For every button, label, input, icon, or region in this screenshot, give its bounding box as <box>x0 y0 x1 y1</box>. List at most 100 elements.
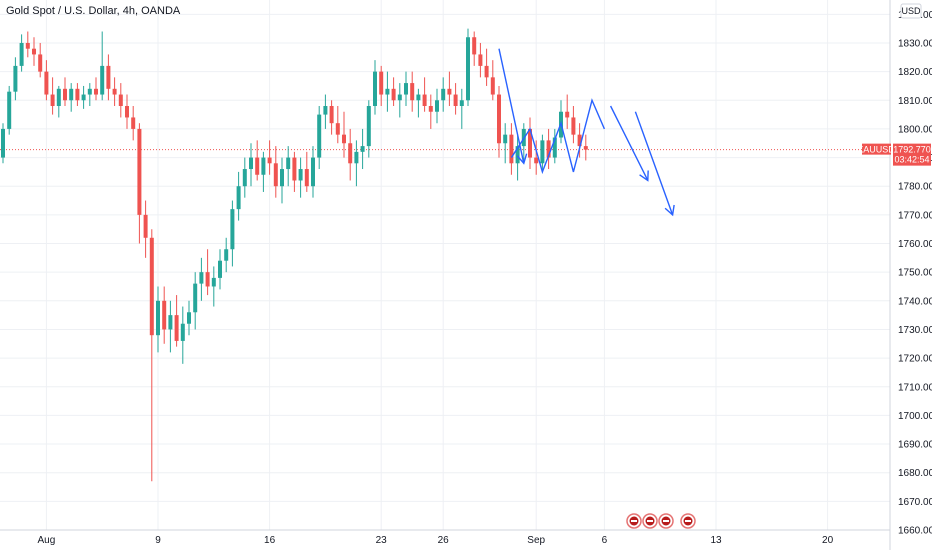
candle-body <box>50 94 55 106</box>
candles <box>1 28 588 482</box>
candle-body <box>472 37 477 55</box>
x-tick-label: 26 <box>438 535 450 546</box>
candle-body <box>125 106 129 118</box>
candle-body <box>453 94 458 106</box>
candle-body <box>335 123 340 135</box>
trend-arrowhead[interactable] <box>664 204 675 217</box>
trend-arrow[interactable] <box>634 111 674 216</box>
candle-body <box>540 140 545 164</box>
y-tick-label: 1750.000 <box>898 268 932 279</box>
candle-body <box>292 157 297 181</box>
candle-body <box>534 157 539 164</box>
candle-body <box>565 111 570 118</box>
x-tick-label: Sep <box>527 535 545 546</box>
flag-us-icon[interactable] <box>658 513 674 529</box>
flag-us-icon-stripe <box>663 520 669 522</box>
candle-body <box>255 157 260 175</box>
candle-body <box>546 140 551 158</box>
candle-body <box>354 151 359 164</box>
y-tick-label: 1720.000 <box>898 354 932 365</box>
candle-body <box>515 146 520 164</box>
candle-body <box>193 283 198 313</box>
flag-us-icon[interactable] <box>642 513 658 529</box>
flag-us-icon[interactable] <box>680 513 696 529</box>
candle-body <box>38 54 43 72</box>
grid <box>0 0 890 531</box>
candle-body <box>137 128 142 215</box>
candle-body <box>317 114 322 158</box>
candle-body <box>211 277 216 287</box>
candle-body <box>112 88 117 95</box>
candle-body <box>484 65 489 78</box>
x-tick-label: Aug <box>38 535 56 546</box>
candle-body <box>162 300 167 330</box>
candle-body <box>571 117 576 135</box>
drawings[interactable] <box>498 48 675 217</box>
candle-body <box>385 88 390 95</box>
y-tick-label: 1800.000 <box>898 124 932 135</box>
x-tick-label: 6 <box>602 535 608 546</box>
y-tick-label: 1700.000 <box>898 411 932 422</box>
candle-body <box>416 94 421 101</box>
candle-body <box>447 88 452 95</box>
trend-arrowhead[interactable] <box>516 153 528 165</box>
candle-body <box>466 37 470 101</box>
candle-body <box>236 186 241 210</box>
candle-body <box>218 260 222 278</box>
candle-body <box>422 94 427 106</box>
countdown-label: 03:42:54 <box>894 155 929 165</box>
candle-body <box>180 323 185 341</box>
candle-body <box>261 157 266 175</box>
x-tick-label: 9 <box>155 535 161 546</box>
x-tick-label: 13 <box>710 535 722 546</box>
candle-body <box>329 106 334 124</box>
candle-body <box>348 143 353 164</box>
candle-body <box>273 163 278 187</box>
candle-body <box>56 88 61 106</box>
candle-body <box>459 100 464 106</box>
candle-body <box>503 134 508 144</box>
candle-body <box>379 71 384 95</box>
candle-body <box>280 169 284 187</box>
candle-body <box>7 91 12 129</box>
candle-body <box>156 300 160 336</box>
candle-body <box>174 315 179 341</box>
currency-label[interactable]: USD <box>900 3 922 19</box>
chart-title: Gold Spot / U.S. Dollar, 4h, OANDA <box>6 5 181 17</box>
candle-body <box>497 94 501 144</box>
candle-body <box>100 65 105 95</box>
y-tick-label: 1820.000 <box>898 67 932 78</box>
y-tick-label: 1740.000 <box>898 296 932 307</box>
y-tick-label: 1760.000 <box>898 239 932 250</box>
candle-body <box>428 106 433 112</box>
candle-body <box>323 106 328 115</box>
candle-body <box>87 88 92 95</box>
candle-body <box>149 237 154 336</box>
y-axis[interactable]: 1840.0001830.0001820.0001810.0001800.000… <box>889 0 932 550</box>
candle-body <box>304 169 309 187</box>
candle-body <box>199 272 204 284</box>
y-tick-label: 1670.000 <box>898 497 932 508</box>
symbol-label: XAUUSD <box>857 145 895 155</box>
flag-us-icon-stripe <box>631 520 637 522</box>
flag-us-icon[interactable] <box>626 513 642 529</box>
candle-body <box>69 88 74 101</box>
candle-body <box>1 128 5 158</box>
candle-body <box>168 315 173 330</box>
events[interactable] <box>626 513 696 529</box>
candle-body <box>230 209 235 250</box>
zigzag-pattern[interactable] <box>510 98 606 175</box>
trend-arrowhead[interactable] <box>639 170 649 182</box>
candle-body <box>360 146 365 152</box>
candle-body <box>94 88 98 95</box>
candle-body <box>267 157 272 164</box>
x-tick-label: 23 <box>376 535 388 546</box>
x-axis[interactable]: Aug9162326Sep6132027Oct6 <box>0 529 932 546</box>
candle-body <box>224 249 229 261</box>
candle-body <box>286 157 291 170</box>
candle-body <box>75 88 80 101</box>
trend-arrow[interactable] <box>609 105 649 181</box>
candle-body <box>205 272 210 287</box>
candle-body <box>25 42 30 49</box>
